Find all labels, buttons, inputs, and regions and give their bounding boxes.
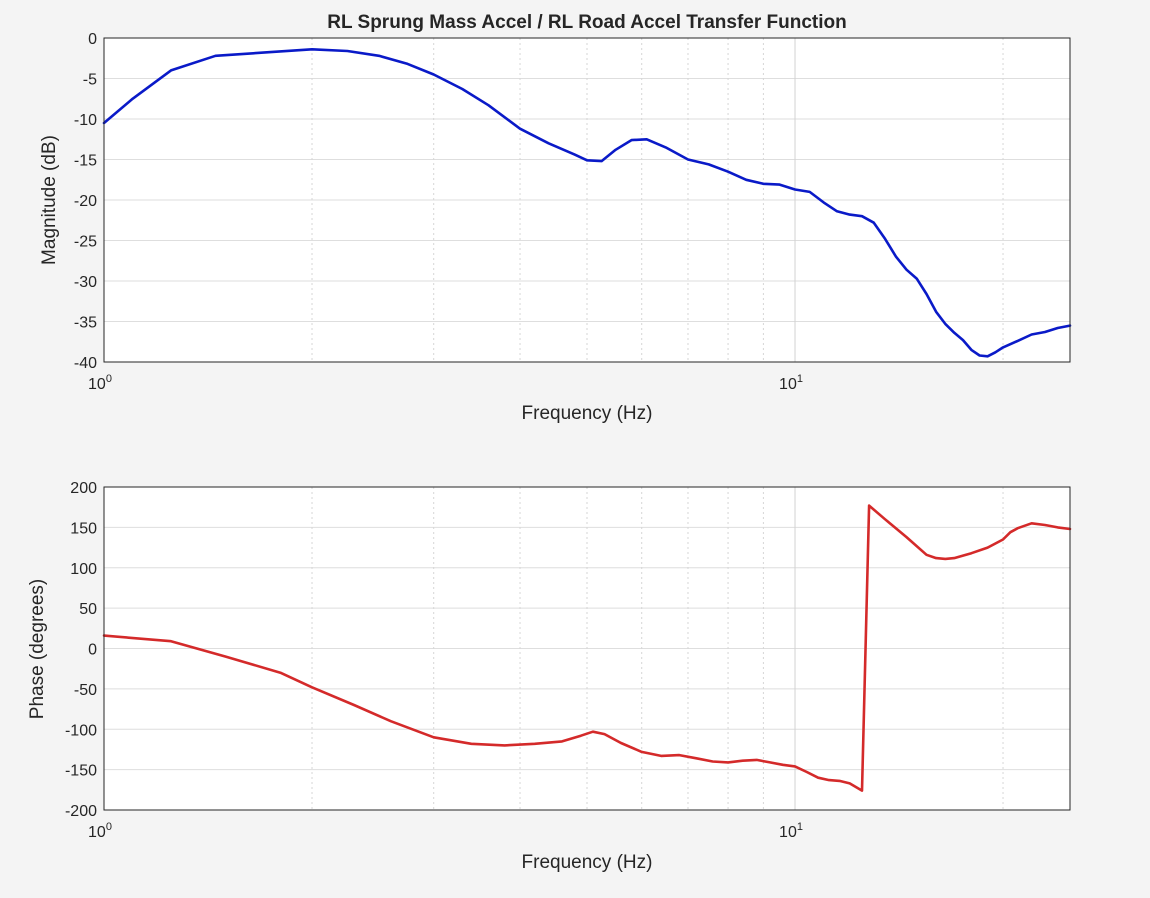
phase-y-tick-label: 200 — [70, 480, 97, 497]
magnitude-series-line — [102, 47, 1072, 358]
phase-y-tick-label: 100 — [70, 561, 97, 578]
phase-y-axis-label: Phase (degrees) — [27, 579, 48, 719]
phase-y-tick-label: 50 — [79, 601, 97, 618]
phase-x-tick-label: 101 — [779, 821, 803, 841]
magnitude-y-tick-label: -40 — [74, 355, 97, 372]
phase-plot: 200 150 100 50 0 -50 -100 -150 -200 100 101 Frequ… — [27, 480, 1072, 873]
magnitude-y-tick-label: 0 — [88, 31, 97, 48]
magnitude-plot: 0 -5 -10 -15 -20 -25 -30 -35 -40 100 101 Frequenc… — [39, 31, 1072, 424]
magnitude-y-tick-label: -5 — [83, 72, 97, 89]
phase-x-axis-label: Frequency (Hz) — [522, 852, 653, 873]
magnitude-y-tick-label: -30 — [74, 274, 97, 291]
magnitude-x-tick-label: 101 — [779, 373, 803, 393]
phase-axes-box — [103, 486, 1071, 811]
phase-y-ticks: 200 150 100 50 0 -50 -100 -150 -200 — [65, 480, 97, 820]
magnitude-y-tick-label: -15 — [74, 153, 97, 170]
magnitude-y-tick-label: -35 — [74, 315, 97, 332]
phase-y-tick-label: -200 — [65, 803, 97, 820]
magnitude-y-tick-label: -25 — [74, 234, 97, 251]
phase-series-line — [102, 504, 1072, 792]
phase-x-ticks: 100 101 — [88, 821, 803, 841]
figure-title: RL Sprung Mass Accel / RL Road Accel Tra… — [327, 12, 846, 33]
magnitude-x-ticks: 100 101 — [88, 373, 803, 393]
magnitude-x-tick-label: 100 — [88, 373, 112, 393]
phase-y-tick-label: 0 — [88, 642, 97, 659]
phase-series — [102, 504, 1072, 792]
phase-y-tick-label: 150 — [70, 520, 97, 537]
phase-y-tick-label: -100 — [65, 722, 97, 739]
magnitude-x-axis-label: Frequency (Hz) — [522, 403, 653, 424]
magnitude-series — [102, 47, 1072, 358]
phase-y-tick-label: -150 — [65, 763, 97, 780]
magnitude-axes-box — [103, 37, 1071, 363]
magnitude-y-ticks: 0 -5 -10 -15 -20 -25 -30 -35 -40 — [74, 31, 97, 372]
phase-y-tick-label: -50 — [74, 682, 97, 699]
magnitude-y-axis-label: Magnitude (dB) — [39, 135, 60, 265]
phase-x-tick-label: 100 — [88, 821, 112, 841]
magnitude-y-tick-label: -20 — [74, 193, 97, 210]
magnitude-y-tick-label: -10 — [74, 112, 97, 129]
